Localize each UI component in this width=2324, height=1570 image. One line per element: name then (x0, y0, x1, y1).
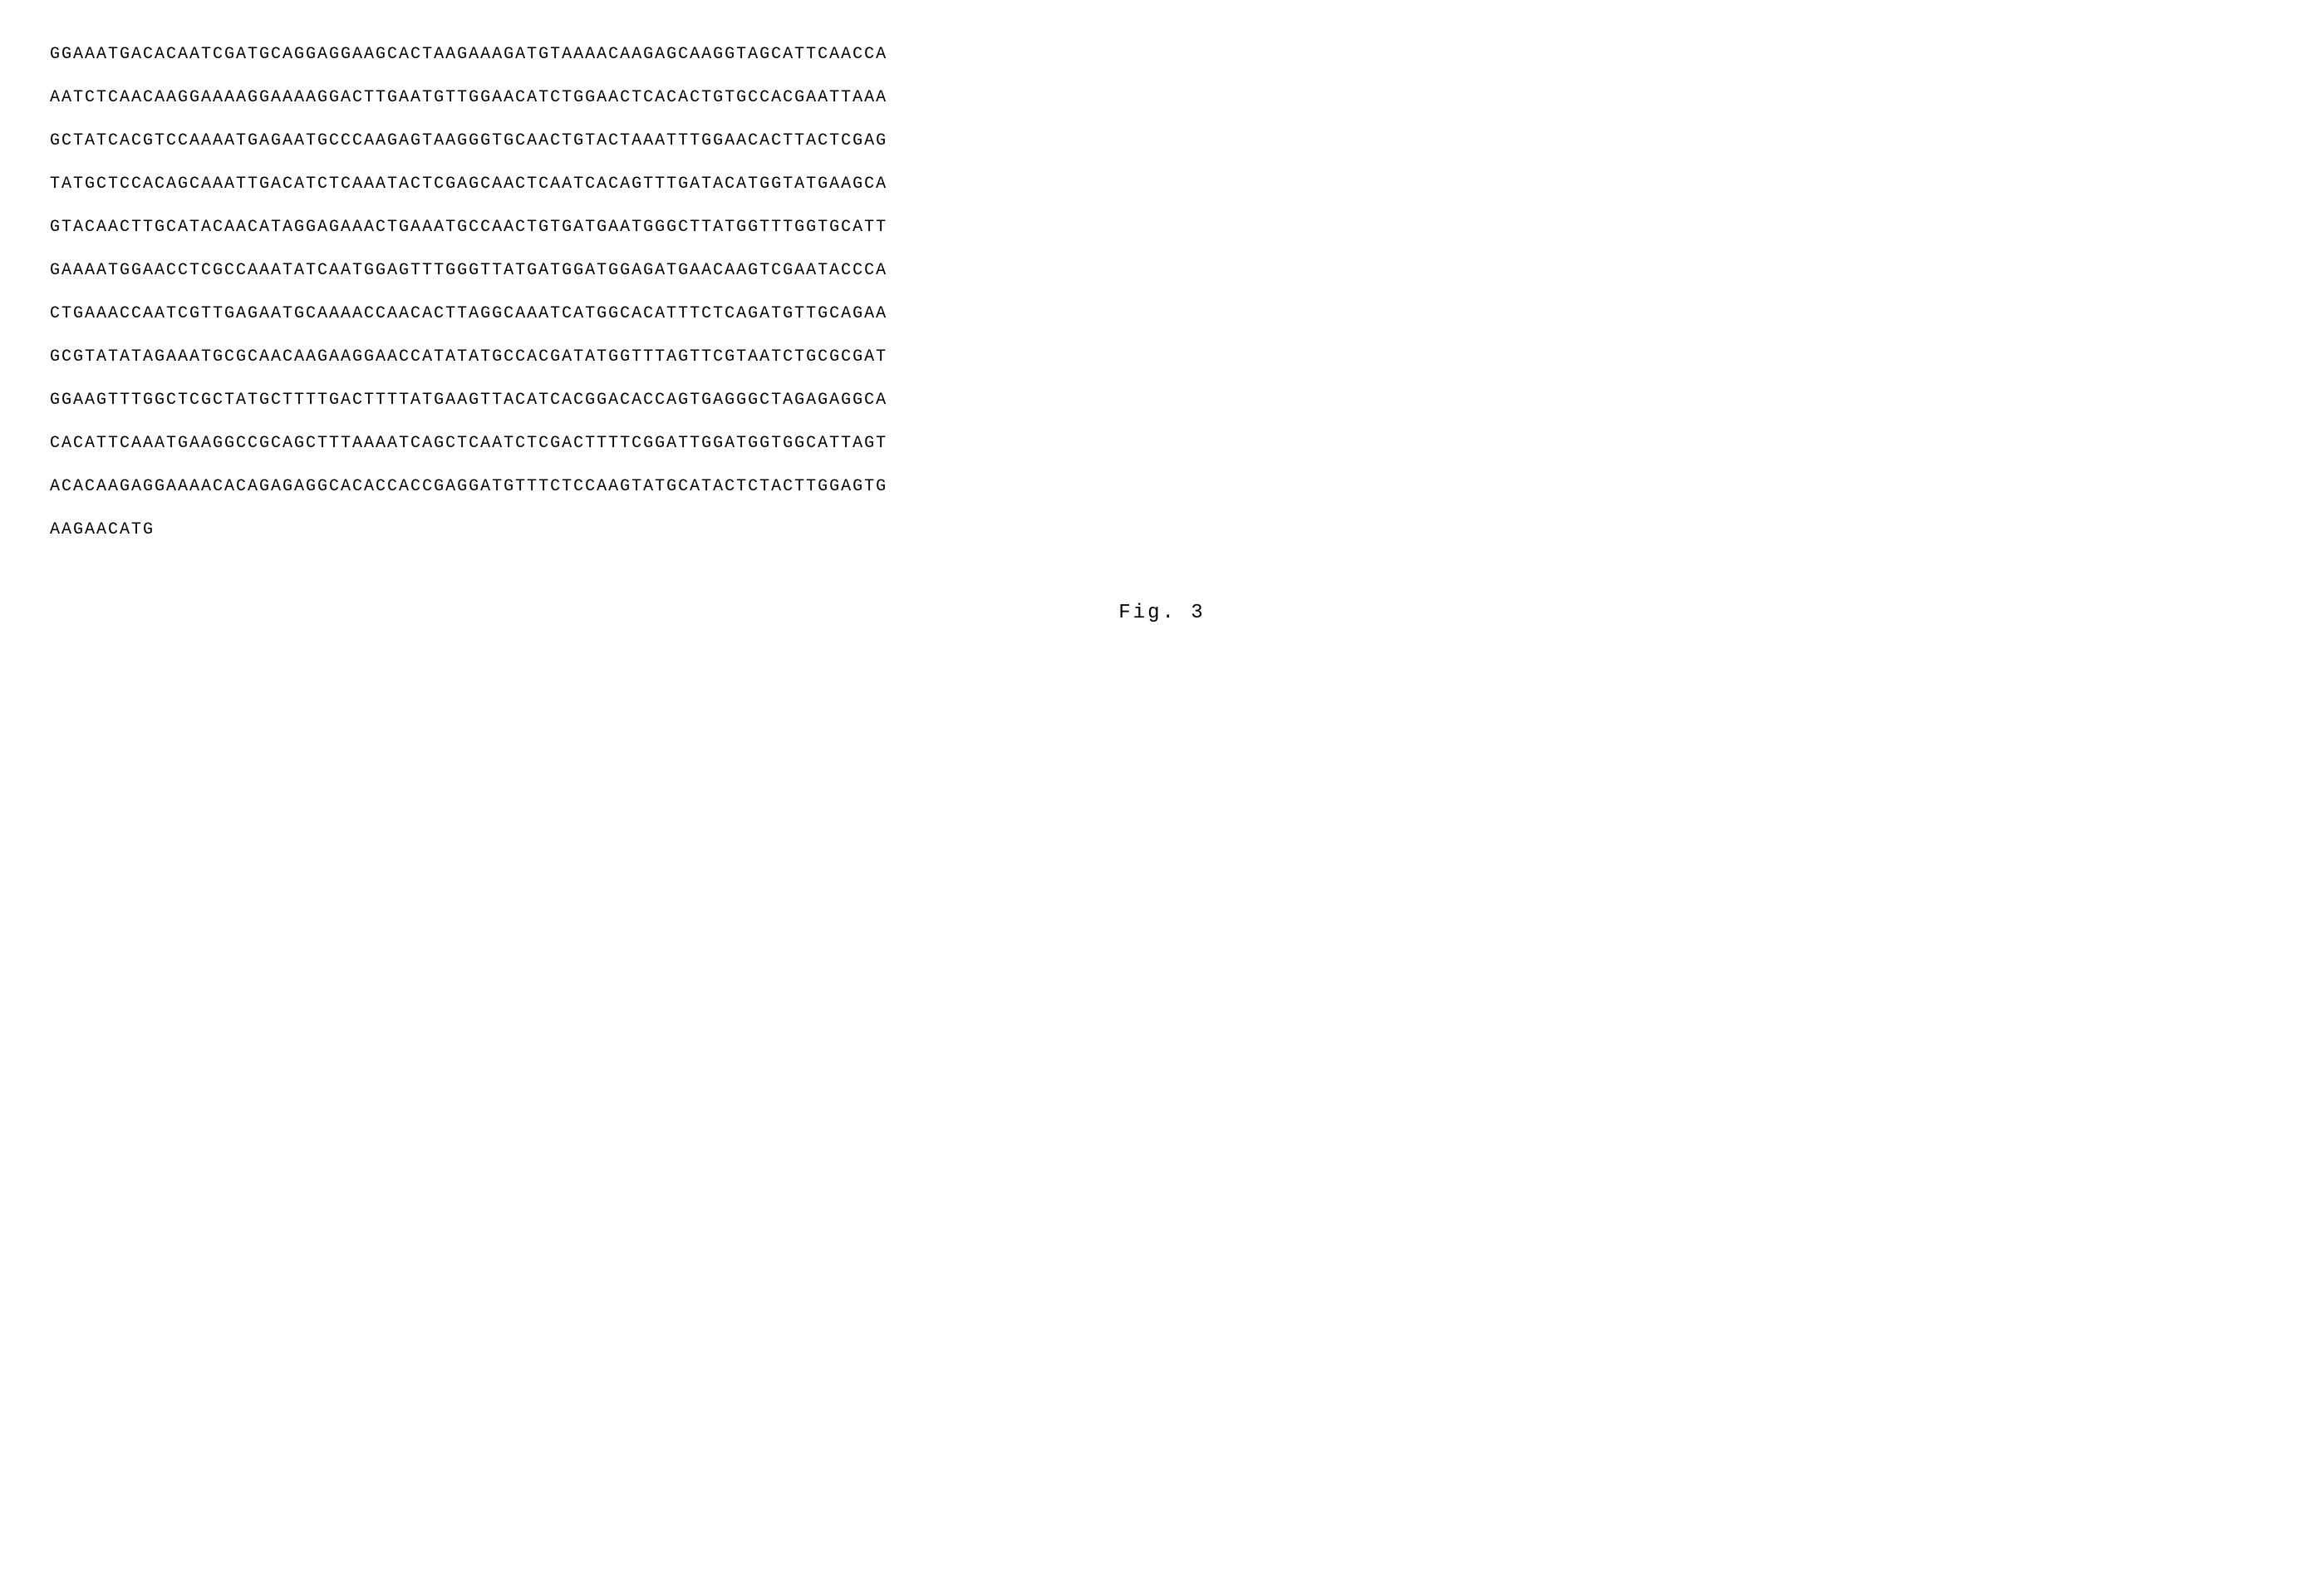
figure-caption: Fig. 3 (50, 602, 2274, 624)
sequence-line: GTACAACTTGCATACAACATAGGAGAAACTGAAATGCCAA… (50, 206, 2274, 249)
sequence-container: GGAAATGACACAATCGATGCAGGAGGAAGCACTAAGAAAG… (50, 33, 2274, 552)
sequence-line: AATCTCAACAAGGAAAAGGAAAAGGACTTGAATGTTGGAA… (50, 76, 2274, 120)
sequence-line: TATGCTCCACAGCAAATTGACATCTCAAATACTCGAGCAA… (50, 163, 2274, 206)
sequence-line: CTGAAACCAATCGTTGAGAATGCAAAACCAACACTTAGGC… (50, 293, 2274, 336)
sequence-line: AAGAACATG (50, 509, 2274, 552)
sequence-line: GGAAGTTTGGCTCGCTATGCTTTTGACTTTTATGAAGTTA… (50, 379, 2274, 422)
sequence-line: GGAAATGACACAATCGATGCAGGAGGAAGCACTAAGAAAG… (50, 33, 2274, 76)
sequence-line: ACACAAGAGGAAAACACAGAGAGGCACACCACCGAGGATG… (50, 465, 2274, 509)
sequence-line: GCGTATATAGAAATGCGCAACAAGAAGGAACCATATATGC… (50, 336, 2274, 379)
sequence-line: CACATTCAAATGAAGGCCGCAGCTTTAAAATCAGCTCAAT… (50, 422, 2274, 465)
sequence-line: GAAAATGGAACCTCGCCAAATATCAATGGAGTTTGGGTTA… (50, 249, 2274, 293)
sequence-line: GCTATCACGTCCAAAATGAGAATGCCCAAGAGTAAGGGTG… (50, 120, 2274, 163)
